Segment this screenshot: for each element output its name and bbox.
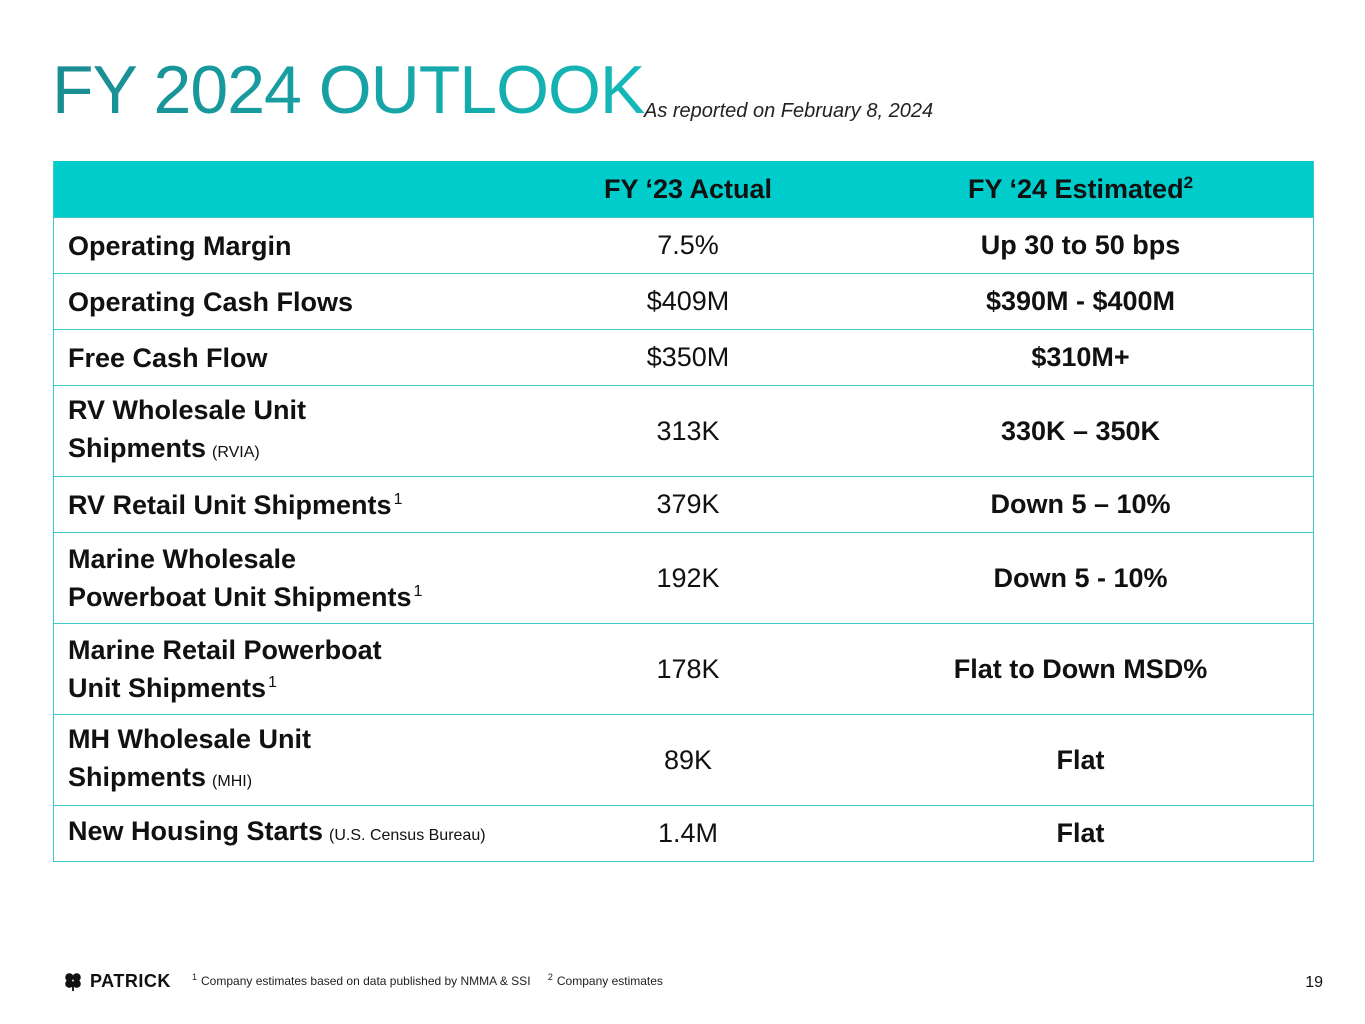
estimated-cell: Up 30 to 50 bps [848, 217, 1314, 274]
table-row: Free Cash Flow $350M $310M+ [53, 329, 1314, 386]
metric-source: (MHI) [212, 772, 253, 790]
footnote-marker: 1 [413, 583, 423, 600]
metric-label: New Housing Starts [68, 816, 324, 846]
metric-cell: Marine Wholesale Powerboat Unit Shipment… [53, 532, 528, 624]
actual-cell: $350M [528, 329, 848, 386]
metric-label-line1: Marine Retail Powerboat [68, 635, 382, 665]
actual-cell: 89K [528, 714, 848, 806]
table-row: RV Retail Unit Shipments 1 379K Down 5 – … [53, 476, 1314, 533]
footnote-1-text: Company estimates based on data publishe… [201, 974, 531, 988]
header-metric [53, 161, 528, 218]
patrick-logo: PATRICK [62, 970, 171, 992]
table-row: Operating Cash Flows $409M $390M - $400M [53, 273, 1314, 330]
footnote-2-marker: 2 [547, 972, 553, 982]
table-row: RV Wholesale Unit Shipments (RVIA) 313K 3… [53, 385, 1314, 477]
report-date: As reported on February 8, 2024 [644, 100, 934, 122]
table-row: Operating Margin 7.5% Up 30 to 50 bps [53, 217, 1314, 274]
actual-cell: 7.5% [528, 217, 848, 274]
metric-label: RV Retail Unit Shipments [68, 489, 392, 520]
outlook-table: FY ‘23 Actual FY ‘24 Estimated2 Operatin… [53, 161, 1314, 862]
header-actual-label: FY ‘23 Actual [603, 173, 773, 204]
estimated-cell: $310M+ [848, 329, 1314, 386]
actual-cell: 313K [528, 385, 848, 477]
header-estimated-sup: 2 [1183, 172, 1194, 192]
metric-cell: New Housing Starts (U.S. Census Bureau) [53, 805, 528, 862]
estimated-cell: Flat to Down MSD% [848, 623, 1314, 715]
footnote-marker: 1 [268, 674, 277, 691]
metric-cell: Operating Cash Flows [53, 273, 528, 330]
actual-cell: $409M [528, 273, 848, 330]
metric-label: Free Cash Flow [68, 342, 268, 373]
footnote-2: 2 Company estimates [547, 972, 663, 988]
page-title: FY 2024 OUTLOOK [52, 52, 645, 128]
actual-cell: 192K [528, 532, 848, 624]
metric-cell: Operating Margin [53, 217, 528, 274]
actual-cell: 178K [528, 623, 848, 715]
footnotes: 1 Company estimates based on data publish… [192, 972, 677, 988]
metric-cell: RV Wholesale Unit Shipments (RVIA) [53, 385, 528, 477]
table-row: Marine Wholesale Powerboat Unit Shipment… [53, 532, 1314, 624]
metric-label-line2: Powerboat Unit Shipments [68, 582, 412, 612]
footnote-marker: 1 [393, 490, 403, 508]
footnote-1: 1 Company estimates based on data publish… [192, 972, 531, 988]
metric-label-line1: Marine Wholesale [68, 544, 297, 574]
estimated-cell: Down 5 - 10% [848, 532, 1314, 624]
actual-cell: 1.4M [528, 805, 848, 862]
metric-label: Operating Margin [68, 230, 292, 261]
metric-cell: Marine Retail Powerboat Unit Shipments 1 [53, 623, 528, 715]
metric-source: (U.S. Census Bureau) [329, 827, 486, 844]
metric-label-line2: Shipments [68, 432, 207, 463]
page-number: 19 [1305, 974, 1323, 991]
footnote-2-text: Company estimates [556, 974, 663, 988]
logo-text: PATRICK [90, 970, 171, 991]
footnote-1-marker: 1 [192, 972, 198, 982]
estimated-cell: Flat [848, 805, 1314, 862]
metric-cell: RV Retail Unit Shipments 1 [53, 476, 528, 533]
estimated-cell: 330K – 350K [848, 385, 1314, 477]
estimated-cell: Down 5 – 10% [848, 476, 1314, 533]
metric-cell: Free Cash Flow [53, 329, 528, 386]
actual-cell: 379K [528, 476, 848, 533]
estimated-cell: Flat [848, 714, 1314, 806]
metric-cell: MH Wholesale Unit Shipments (MHI) [53, 714, 528, 806]
metric-source: (RVIA) [212, 443, 260, 461]
table-row: MH Wholesale Unit Shipments (MHI) 89K Fla… [53, 714, 1314, 806]
estimated-cell: $390M - $400M [848, 273, 1314, 330]
header-estimated-label: FY ‘24 Estimated [967, 173, 1184, 204]
metric-label-line1: MH Wholesale Unit [68, 723, 312, 754]
metric-label: Operating Cash Flows [68, 286, 354, 317]
table-row: New Housing Starts (U.S. Census Bureau) 1… [53, 805, 1314, 862]
table-header-row: FY ‘23 Actual FY ‘24 Estimated2 [53, 161, 1314, 218]
header-fy23-actual: FY ‘23 Actual [528, 161, 848, 218]
shamrock-icon [65, 973, 81, 992]
metric-label-line2: Shipments [68, 761, 207, 792]
table-row: Marine Retail Powerboat Unit Shipments 1 … [53, 623, 1314, 715]
metric-label-line1: RV Wholesale Unit [68, 394, 307, 425]
header-fy24-estimated: FY ‘24 Estimated2 [848, 161, 1314, 218]
metric-label-line2: Unit Shipments [68, 673, 267, 703]
